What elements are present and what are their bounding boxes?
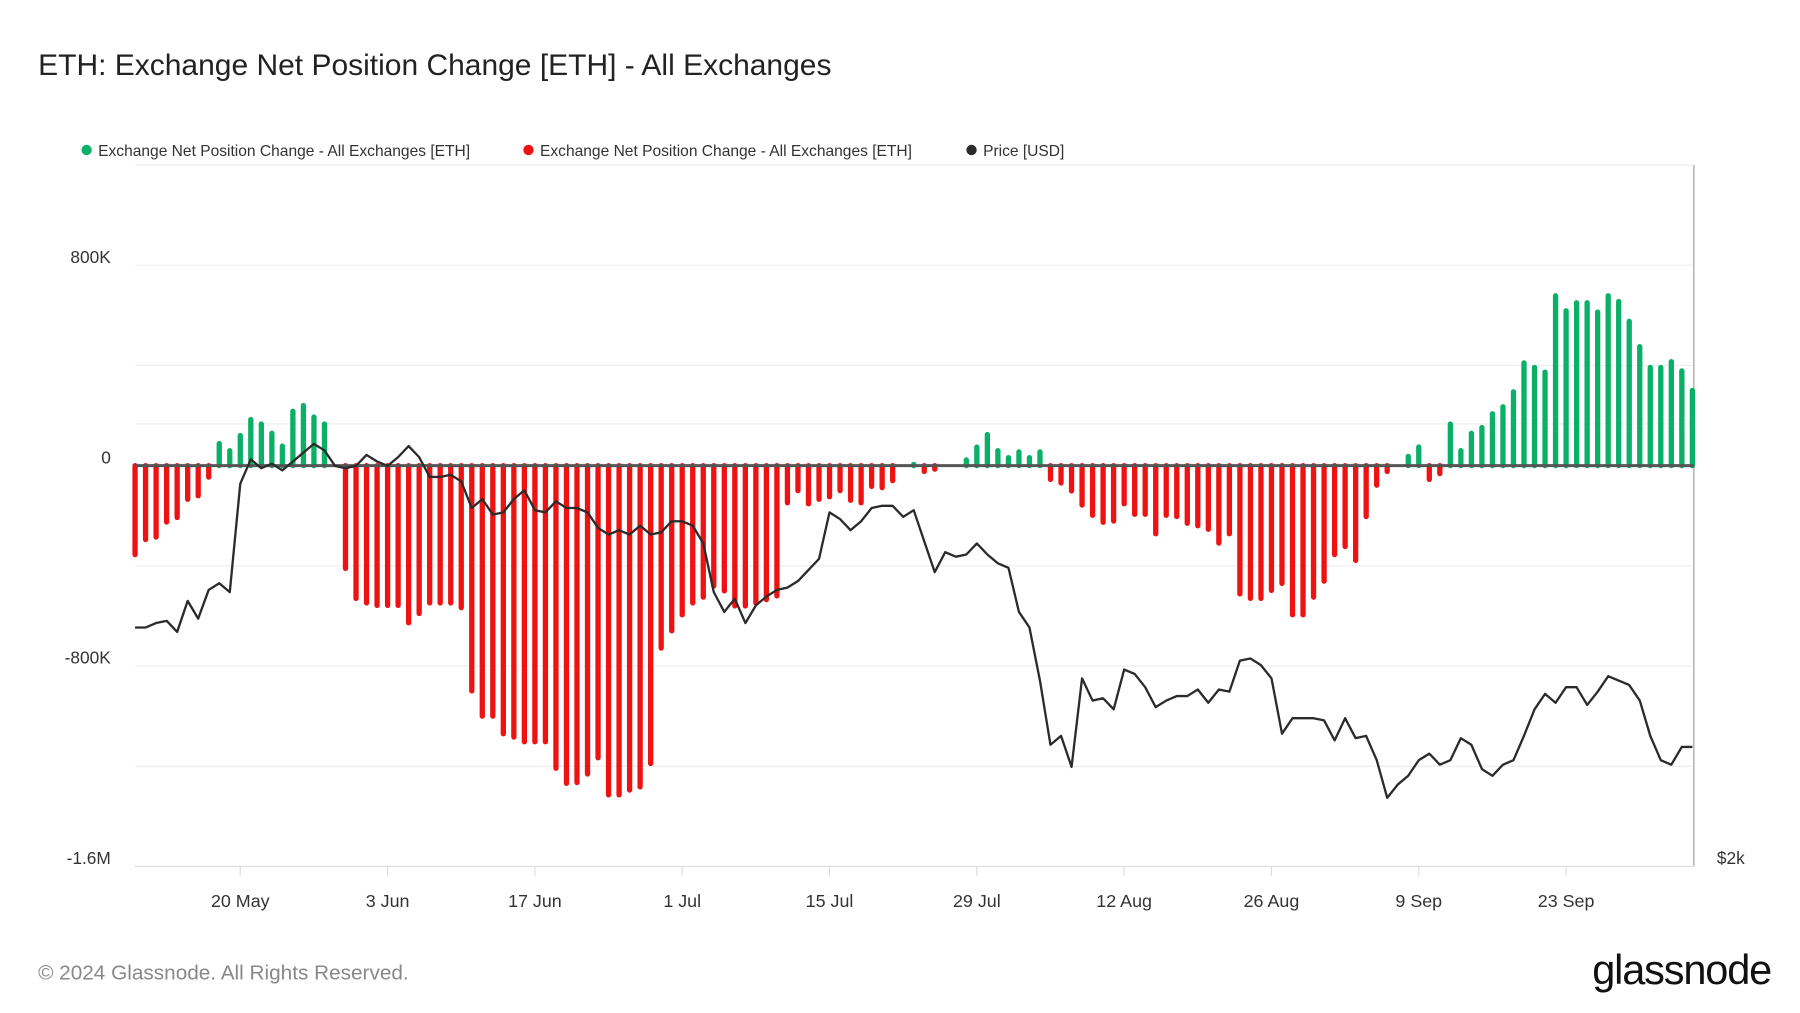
legend-black-dot-icon <box>966 144 977 156</box>
gridlines <box>135 264 1694 767</box>
x-axis: 20 May 3 Jun 17 Jun 1 Jul 15 Jul 29 Jul 12 Aug… <box>211 866 1595 911</box>
legend-label: Exchange Net Position Change - All Excha… <box>98 143 470 160</box>
bars <box>132 293 1696 798</box>
chart-title: ETH: Exchange Net Position Change [ETH] … <box>38 49 831 82</box>
y-tick-label: -800K <box>65 648 112 668</box>
x-tick-label: 20 May <box>211 891 270 911</box>
x-tick-label: 12 Aug <box>1096 891 1152 911</box>
legend-green-dot-icon <box>81 144 92 156</box>
y-tick-label: 0 <box>101 447 111 467</box>
x-tick-label: 15 Jul <box>806 891 854 911</box>
x-tick-label: 17 Jun <box>508 891 562 911</box>
legend: Exchange Net Position Change - All Excha… <box>81 143 1064 160</box>
legend-red-dot-icon <box>523 144 534 156</box>
x-tick-label: 9 Sep <box>1395 891 1442 911</box>
glassnode-logo: glassnode <box>1592 946 1771 993</box>
legend-item-inflow[interactable]: Exchange Net Position Change - All Excha… <box>81 143 470 160</box>
legend-item-outflow[interactable]: Exchange Net Position Change - All Excha… <box>523 143 912 160</box>
x-tick-label: 23 Sep <box>1538 891 1595 911</box>
x-tick-label: 26 Aug <box>1244 891 1300 911</box>
x-tick-label: 1 Jul <box>663 891 701 911</box>
copyright: © 2024 Glassnode. All Rights Reserved. <box>38 962 409 985</box>
legend-item-price[interactable]: Price [USD] <box>966 143 1064 160</box>
y-tick-label: 800K <box>70 247 111 267</box>
y-axis: 800K 0 -800K -1.6M <box>65 247 112 868</box>
x-tick-label: 3 Jun <box>366 891 410 911</box>
x-tick-label: 29 Jul <box>953 891 1001 911</box>
y2-axis-label: $2k <box>1717 848 1745 868</box>
price-line <box>135 442 1693 799</box>
legend-label: Price [USD] <box>983 143 1064 160</box>
y-tick-label: -1.6M <box>67 848 111 868</box>
legend-label: Exchange Net Position Change - All Excha… <box>540 143 912 160</box>
